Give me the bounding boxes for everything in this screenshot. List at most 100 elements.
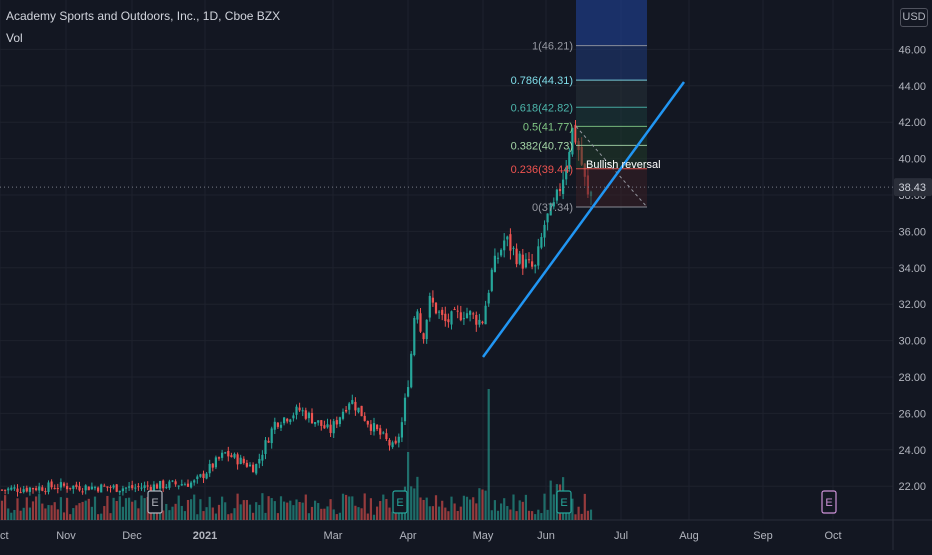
volume-bar [496,510,500,520]
volume-bar [78,503,81,520]
candle-body [496,257,500,259]
trendline[interactable] [481,81,686,358]
candle-body [62,483,66,486]
time-tick-label: Oct [0,530,9,542]
volume-bar [84,500,87,520]
candle-body [524,259,527,268]
volume-bar [0,500,4,520]
volume-bar [345,494,348,520]
candle-body [428,295,431,318]
volume-bar [360,508,363,520]
volume-bar [121,506,124,520]
fib-level-label: 0.5(41.77) [523,121,573,133]
candle-body [403,397,407,422]
candle-body [205,473,208,479]
candle-body [78,486,81,491]
time-tick-label: Sep [753,530,773,542]
fib-zone [576,168,647,208]
volume-bar [357,507,360,520]
candle-body [301,410,304,412]
fib-zone [576,126,647,146]
candle-body [22,489,25,493]
price-tick-label: 46.00 [898,44,926,56]
pattern-label[interactable]: Bullish reversal [586,159,661,171]
volume-bar [208,496,211,520]
volume-bar [462,495,465,520]
volume-bar [75,505,78,520]
volume-bar [87,498,90,520]
fib-level-label: 0.618(42.82) [511,102,573,114]
candle-body [521,254,524,269]
candle-body [345,409,348,412]
candle-body [382,432,385,434]
volume-bar [53,502,56,520]
volume-bar [109,513,112,520]
candle-body [112,485,115,488]
candle-body [190,482,193,488]
time-tick-label: May [473,530,494,542]
earnings-badge[interactable] [147,490,163,514]
volume-bar [186,499,190,520]
candle-body [419,313,422,332]
volume-bar [469,499,472,520]
volume-bar [304,494,307,520]
volume-bar [441,500,444,520]
volume-bar [518,500,521,520]
volume-bar [465,496,469,520]
volume-bar [397,508,400,520]
volume-bar [382,494,385,520]
volume-bar [140,495,143,520]
candle-body [549,203,552,216]
candle-body [245,462,248,467]
earnings-badge-letter: E [151,497,158,509]
candle-body [481,321,484,324]
price-tick-label: 34.00 [898,263,926,275]
symbol-title[interactable]: Academy Sports and Outdoors, Inc., 1D, C… [6,9,281,23]
volume-bar [242,500,245,520]
candle-body [391,442,394,448]
volume-bar [320,508,323,520]
earnings-badge[interactable] [392,490,408,514]
earnings-badge[interactable] [556,490,572,514]
candle-body [100,484,103,493]
candle-body [500,249,503,256]
candle-body [456,310,459,312]
volume-bar [478,488,481,520]
candle-body [118,490,121,493]
volume-bar [214,513,217,520]
volume-bar [93,496,97,520]
candle-body [341,411,345,419]
volume-bar [227,514,230,520]
volume-bar [385,499,388,520]
earnings-badge[interactable] [821,490,837,514]
time-tick-label: Oct [824,530,841,542]
candle-body [193,480,196,483]
candle-body [28,487,31,492]
fib-level-label: 0.236(39.44) [511,164,573,176]
candle-body [134,487,137,489]
volume-bar [379,501,382,520]
volume-bar [428,506,431,520]
volume-bar [115,500,118,520]
candle-body [131,485,134,489]
candle-body [506,236,509,240]
volume-bar [230,513,233,520]
volume-bar [413,488,416,520]
volume-bar [431,506,434,520]
volume-bar [341,493,345,520]
volume-bar [35,496,38,520]
candle-body [183,484,186,486]
candle-body [239,457,242,465]
candle-body [4,489,7,491]
volume-bar [524,494,527,520]
candle-body [59,482,62,488]
candle-body [159,480,162,489]
volume-legend[interactable]: Vol [6,31,23,45]
volume-bar [366,513,369,520]
candle-body [314,421,317,425]
candle-body [221,452,224,458]
candle-body [400,422,403,438]
currency-button[interactable]: USD [900,8,928,27]
